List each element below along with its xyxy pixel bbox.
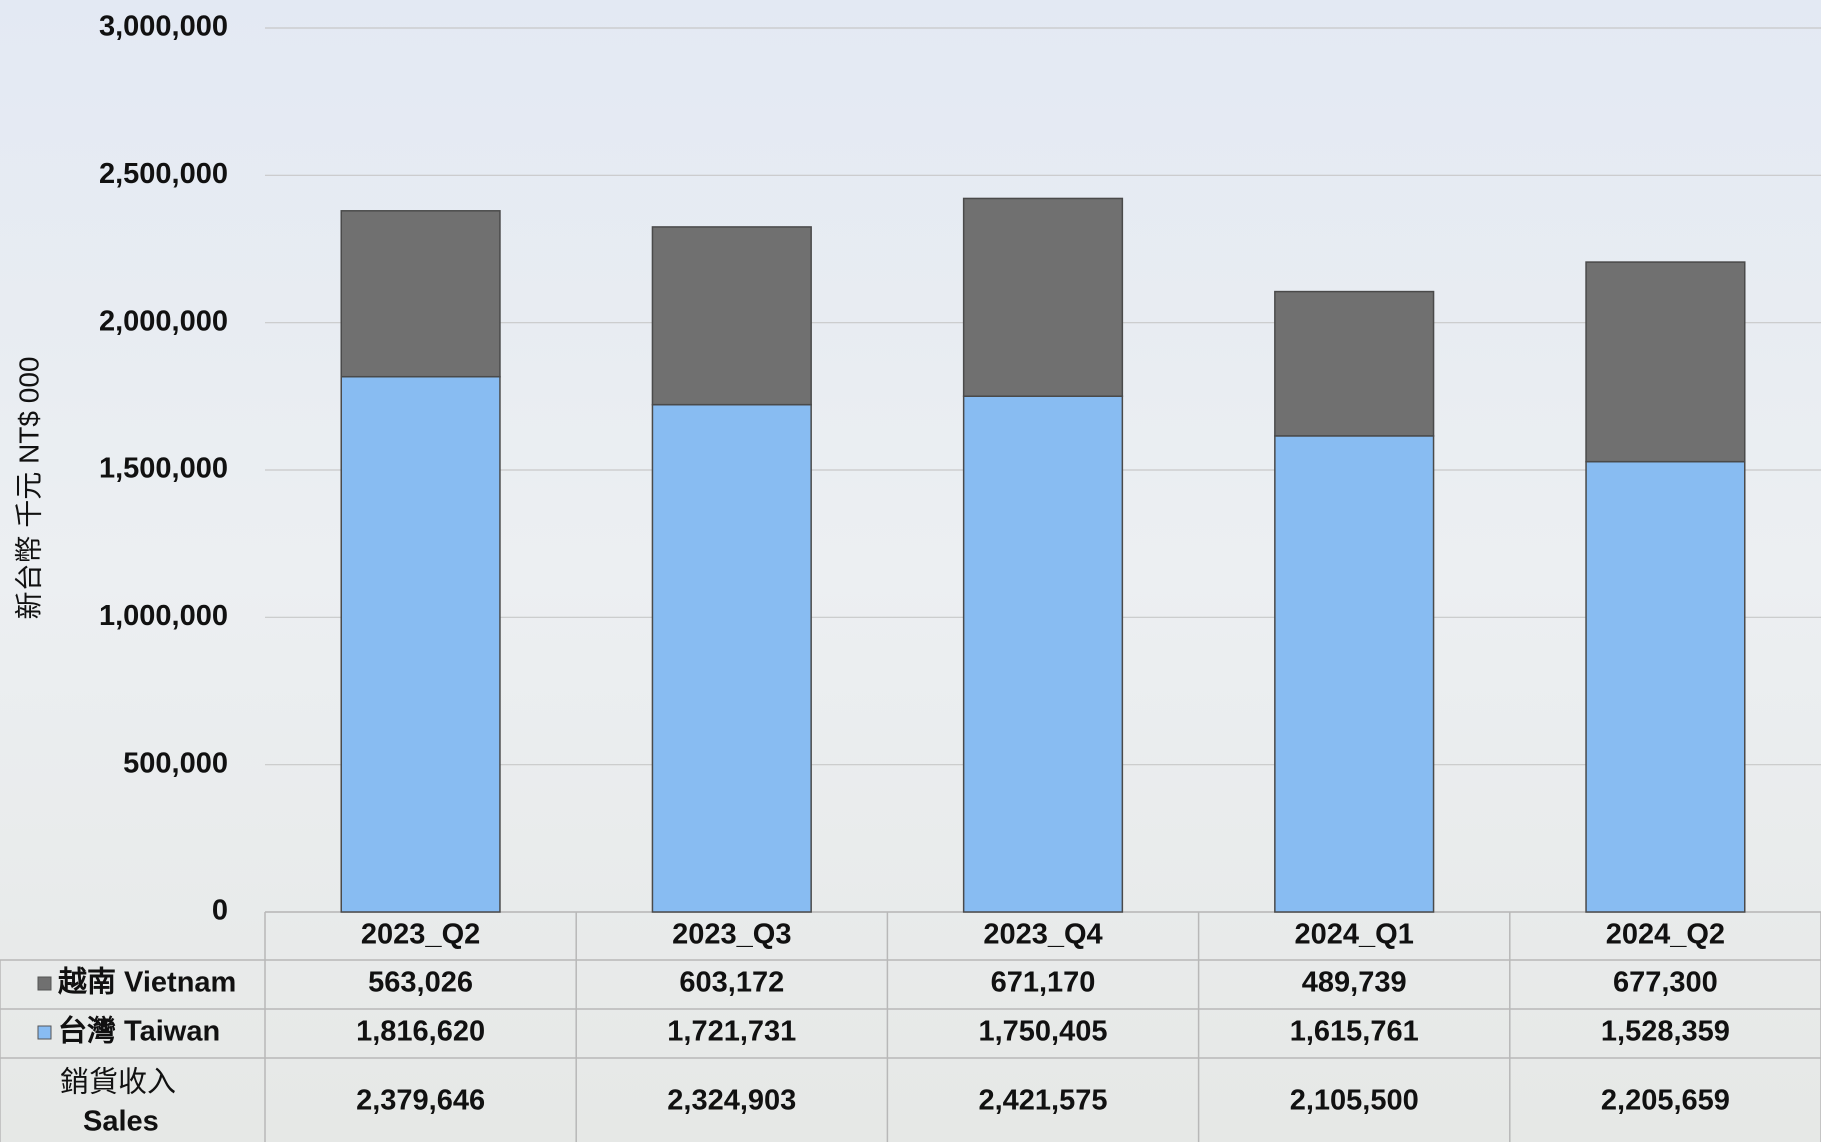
y-tick-label: 3,000,000 [99,11,228,43]
table-value: 1,615,761 [1290,1016,1419,1048]
bar-segment [651,403,812,913]
bar-segment [1585,261,1746,463]
table-value: 677,300 [1613,967,1718,999]
y-tick-label: 1,000,000 [99,600,228,632]
x-tick-label: 2024_Q2 [1606,919,1725,951]
table-value: 2,105,500 [1290,1085,1419,1117]
legend-label: 台灣 Taiwan [58,1014,220,1048]
bar-segment [1585,460,1746,913]
y-tick-label: 1,500,000 [99,453,228,485]
legend-label: 越南 Vietnam [58,966,236,999]
row-label: Sales [83,1106,159,1138]
table-value: 2,205,659 [1601,1085,1730,1117]
table-value: 489,739 [1302,967,1407,999]
y-tick-label: 0 [212,895,228,927]
table-value: 1,750,405 [978,1016,1107,1048]
bar-segment [340,210,501,378]
table-value: 603,172 [679,967,784,999]
y-tick-label: 500,000 [123,747,228,779]
table-value: 563,026 [368,967,473,999]
table-value: 671,170 [991,967,1096,999]
row-label: 銷貨收入 [60,1066,176,1099]
table-value: 1,528,359 [1601,1016,1730,1048]
bar-segment [1274,435,1435,913]
x-tick-label: 2023_Q4 [983,919,1102,951]
table-value: 2,324,903 [667,1085,796,1117]
bar-segment [651,226,812,406]
table-value: 1,816,620 [356,1016,485,1048]
x-tick-label: 2023_Q3 [672,919,791,951]
bar-segment [340,375,501,913]
table-value: 1,721,731 [667,1016,796,1048]
bar-segment [1274,290,1435,437]
table-value: 2,421,575 [978,1085,1107,1117]
y-axis-title: 新台幣 千元 NT$ 000 [13,357,44,620]
legend-marker [37,976,52,991]
bar-segment [962,197,1124,397]
y-tick-label: 2,500,000 [99,158,228,190]
y-tick-label: 2,000,000 [99,305,228,337]
legend-marker [37,1025,52,1040]
bar-segment [962,395,1124,913]
x-tick-label: 2024_Q1 [1295,919,1414,951]
table-value: 2,379,646 [356,1085,485,1117]
x-tick-label: 2023_Q2 [361,919,480,951]
